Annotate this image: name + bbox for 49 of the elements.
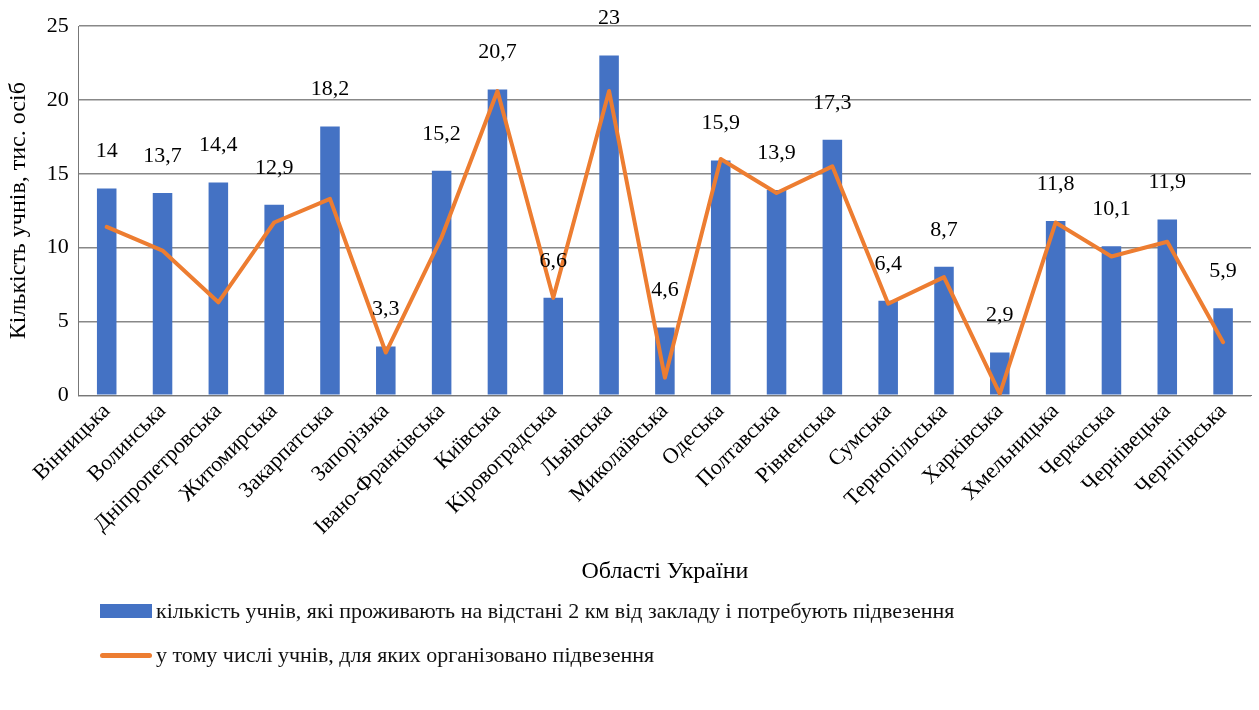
bar — [376, 346, 396, 395]
text: 12,9 — [254, 153, 294, 179]
legend-label: кількість учнів, які проживають на відстані 2 км від закладу і потребують підвезення — [156, 597, 955, 625]
bar — [264, 204, 284, 395]
text: 14 — [95, 137, 118, 163]
bar — [1213, 308, 1233, 395]
text: 4,6 — [651, 276, 679, 302]
text: 3,3 — [372, 295, 400, 321]
bar — [934, 266, 954, 395]
text: 11,8 — [1036, 169, 1075, 195]
legend-label: у тому числі учнів, для яких організовано підвезення — [156, 641, 655, 669]
y-tick-label: 5 — [57, 307, 69, 333]
y-axis-title: Кількість учнів, тис. осіб — [3, 82, 30, 340]
text: 18,2 — [310, 75, 350, 101]
bar — [543, 297, 564, 395]
text: 14,4 — [199, 131, 238, 157]
bar — [487, 89, 508, 395]
y-tick-label: 15 — [46, 159, 69, 185]
text: 5,9 — [1209, 256, 1237, 282]
text: 2,9 — [986, 301, 1014, 327]
bar — [1157, 219, 1178, 395]
bar — [822, 139, 843, 395]
y-tick-label: 0 — [57, 381, 69, 407]
text: 20,7 — [478, 38, 517, 64]
bar — [208, 182, 229, 395]
bar — [1101, 246, 1122, 395]
bar — [152, 192, 173, 395]
text: 6,4 — [874, 249, 902, 275]
y-tick-label: 25 — [46, 11, 69, 37]
bar — [878, 300, 898, 395]
x-axis-title: Області України — [581, 556, 749, 583]
text: 10,1 — [1092, 194, 1131, 220]
bar — [96, 188, 117, 395]
text: 15,9 — [701, 109, 740, 135]
bar — [766, 190, 787, 395]
text: 23 — [598, 4, 621, 30]
y-tick-label: 10 — [46, 233, 69, 259]
bar — [320, 126, 340, 395]
text: 15,2 — [422, 119, 461, 145]
text: 13,7 — [143, 141, 182, 167]
bar — [431, 170, 452, 395]
text: 8,7 — [930, 215, 958, 241]
bar — [1045, 221, 1066, 395]
text: 11,9 — [1148, 168, 1187, 194]
bar — [599, 55, 619, 395]
text: 13,9 — [757, 138, 796, 164]
bar — [710, 160, 731, 395]
y-tick-label: 20 — [46, 85, 69, 111]
text: 17,3 — [813, 88, 852, 114]
